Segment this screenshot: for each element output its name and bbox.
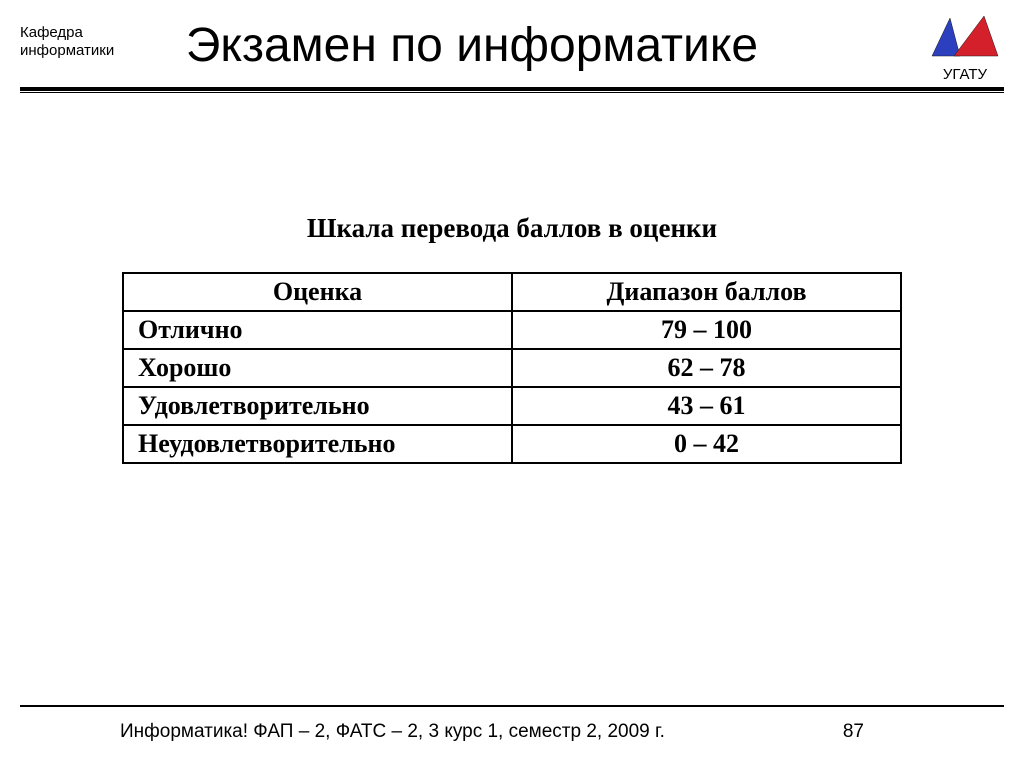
cell-grade: Отлично xyxy=(123,311,512,349)
footer-text: Информатика! ФАП – 2, ФАТС – 2, 3 курс 1… xyxy=(120,721,665,743)
cell-range: 43 – 61 xyxy=(512,387,901,425)
dept-line1: Кафедра xyxy=(20,24,83,41)
table-row: Хорошо 62 – 78 xyxy=(123,349,901,387)
university-logo: УГАТУ xyxy=(926,12,1004,83)
page-number: 87 xyxy=(843,721,864,743)
cell-range: 79 – 100 xyxy=(512,311,901,349)
cell-grade: Неудовлетворительно xyxy=(123,425,512,463)
department-label: Кафедра информатики xyxy=(20,24,114,60)
logo-icon xyxy=(926,12,1004,64)
table-header-row: Оценка Диапазон баллов xyxy=(123,273,901,311)
cell-range: 62 – 78 xyxy=(512,349,901,387)
table-title: Шкала перевода баллов в оценки xyxy=(30,213,994,244)
cell-grade: Хорошо xyxy=(123,349,512,387)
header-grade: Оценка xyxy=(123,273,512,311)
footer-divider xyxy=(20,705,1004,707)
header-range: Диапазон баллов xyxy=(512,273,901,311)
dept-line2: информатики xyxy=(20,42,114,59)
cell-range: 0 – 42 xyxy=(512,425,901,463)
footer: Информатика! ФАП – 2, ФАТС – 2, 3 курс 1… xyxy=(20,721,1004,743)
table-row: Неудовлетворительно 0 – 42 xyxy=(123,425,901,463)
table-row: Отлично 79 – 100 xyxy=(123,311,901,349)
cell-grade: Удовлетворительно xyxy=(123,387,512,425)
logo-text: УГАТУ xyxy=(926,66,1004,83)
main-content: Шкала перевода баллов в оценки Оценка Ди… xyxy=(0,213,1024,464)
grade-scale-table: Оценка Диапазон баллов Отлично 79 – 100 … xyxy=(122,272,902,464)
table-row: Удовлетворительно 43 – 61 xyxy=(123,387,901,425)
header-divider xyxy=(20,87,1004,93)
page-title: Экзамен по информатике xyxy=(0,18,1024,73)
